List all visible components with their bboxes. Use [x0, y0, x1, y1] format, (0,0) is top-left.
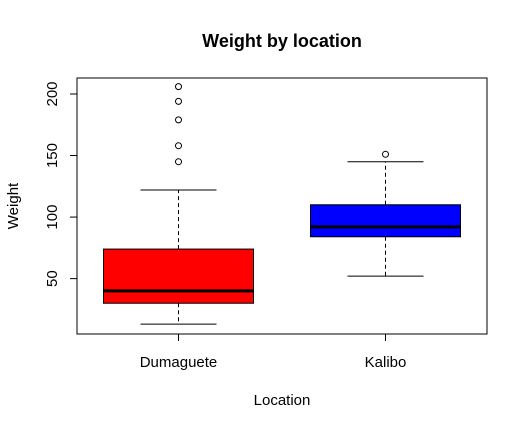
- x-tick-label: Dumaguete: [140, 354, 218, 371]
- x-axis-label: Location: [254, 392, 311, 409]
- outlier-point: [176, 159, 182, 165]
- box-dumaguete: [104, 84, 254, 325]
- x-tick-label: Kalibo: [365, 354, 407, 371]
- outlier-point: [176, 98, 182, 104]
- y-axis-label: Weight: [5, 182, 22, 229]
- y-tick-label: 50: [44, 270, 61, 287]
- x-axis: Dumaguete Kalibo: [140, 334, 407, 371]
- iqr-box: [104, 249, 254, 303]
- outlier-point: [383, 151, 389, 157]
- y-tick-label: 150: [44, 143, 61, 168]
- y-axis: 50 100 150 200: [44, 81, 77, 286]
- chart-title: Weight by location: [202, 31, 362, 51]
- y-tick-label: 200: [44, 81, 61, 106]
- outlier-point: [176, 117, 182, 123]
- box-kalibo: [311, 151, 461, 276]
- outlier-point: [176, 84, 182, 90]
- box-series: [104, 84, 461, 325]
- outlier-point: [176, 143, 182, 149]
- iqr-box: [311, 205, 461, 237]
- y-tick-label: 100: [44, 205, 61, 230]
